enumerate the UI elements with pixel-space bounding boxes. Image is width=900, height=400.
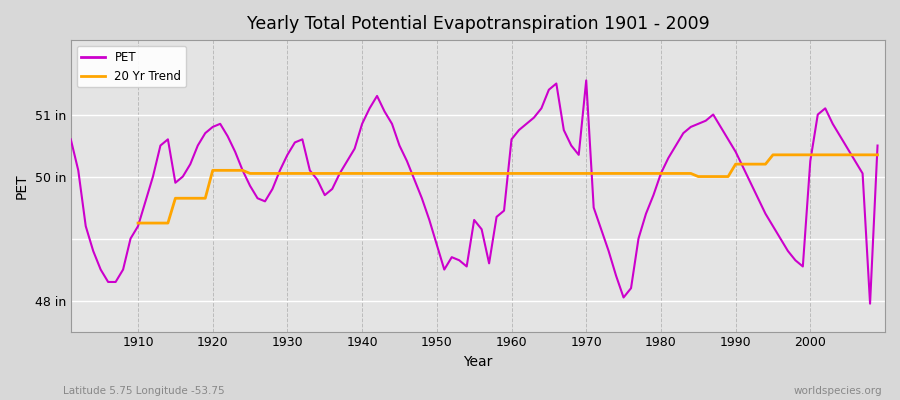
Title: Yearly Total Potential Evapotranspiration 1901 - 2009: Yearly Total Potential Evapotranspiratio… [247,15,709,33]
Text: Latitude 5.75 Longitude -53.75: Latitude 5.75 Longitude -53.75 [63,386,225,396]
Legend: PET, 20 Yr Trend: PET, 20 Yr Trend [76,46,186,87]
X-axis label: Year: Year [464,355,492,369]
Text: worldspecies.org: worldspecies.org [794,386,882,396]
Y-axis label: PET: PET [15,173,29,199]
